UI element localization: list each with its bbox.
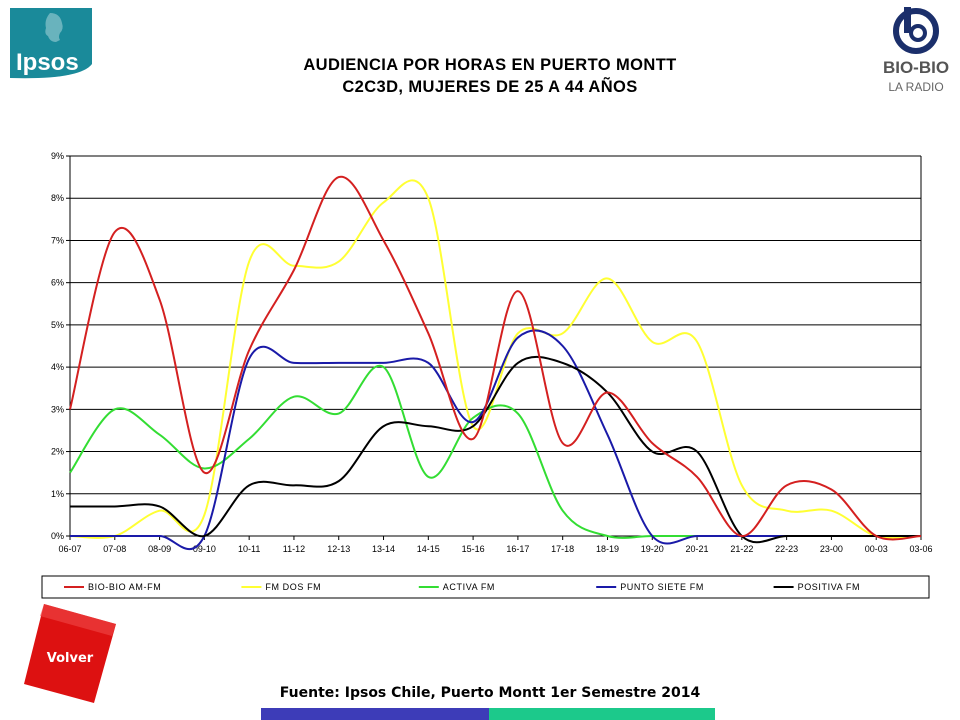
title-line-2: C2C3D, MUJERES DE 25 A 44 AÑOS: [342, 78, 638, 96]
x-tick-label: 19-20: [641, 544, 664, 554]
legend-box: [41, 575, 930, 599]
y-tick-label: 5%: [51, 320, 64, 330]
footer-bar-green: [489, 708, 715, 720]
x-tick-label: 12-13: [327, 544, 350, 554]
series-line-bio-bio-am-fm: [69, 175, 922, 541]
y-tick-label: 2%: [51, 447, 64, 457]
chart-area: 0% 1% 2% 3% 4% 5% 6% 7% 8% 9% 06-07 07-08 08-09 09-10…: [20, 140, 940, 600]
x-tick-label: 17-18: [551, 544, 574, 554]
x-tick-label: 14-15: [417, 544, 440, 554]
x-tick-label: 16-17: [506, 544, 529, 554]
biobio-logo: BIO-BIO LA RADIO: [883, 7, 949, 94]
series-line-positiva-fm: [69, 355, 921, 544]
y-tick-label: 8%: [51, 193, 64, 203]
series-line-punto-siete-fm: [69, 329, 921, 551]
title-line-1: AUDIENCIA POR HORAS EN PUERTO MONTT: [303, 56, 677, 74]
x-tick-label: 07-08: [103, 544, 126, 554]
y-tick-label: 1%: [51, 489, 64, 499]
biobio-logo-sub: LA RADIO: [888, 80, 943, 94]
x-tick-label: 13-14: [372, 544, 395, 554]
x-tick-label: 09-10: [193, 544, 216, 554]
volver-label: Volver: [47, 651, 94, 666]
x-tick-label: 03-06: [909, 544, 932, 554]
legend-label: ACTIVA FM: [443, 582, 495, 592]
ipsos-logo-text: Ipsos: [16, 49, 79, 76]
x-tick-label: 10-11: [238, 544, 260, 554]
legend-label: BIO-BIO AM-FM: [88, 582, 161, 592]
biobio-logo-text: BIO-BIO: [883, 58, 949, 77]
y-tick-label: 9%: [51, 151, 64, 161]
y-tick-label: 7%: [51, 235, 64, 245]
x-tick-label: 08-09: [148, 544, 171, 554]
x-tick-label: 11-12: [283, 544, 305, 554]
x-tick-label: 21-22: [730, 544, 753, 554]
line-chart: 0% 1% 2% 3% 4% 5% 6% 7% 8% 9% 06-07 07-08 08-09 09-10…: [41, 151, 933, 599]
x-tick-label: 00-03: [865, 544, 888, 554]
source-note: Fuente: Ipsos Chile, Puerto Montt 1er Se…: [279, 685, 701, 701]
y-tick-label: 6%: [51, 278, 64, 288]
y-tick-label: 3%: [51, 404, 64, 414]
x-tick-label: 18-19: [596, 544, 619, 554]
x-tick-label: 20-21: [686, 544, 709, 554]
legend-label: POSITIVA FM: [798, 582, 860, 592]
volver-button[interactable]: Volver: [22, 600, 117, 705]
legend-label: PUNTO SIETE FM: [620, 582, 704, 592]
y-tick-label: 0%: [51, 531, 64, 541]
y-tick-label: 4%: [51, 362, 64, 372]
footer-bar-blue: [261, 708, 489, 720]
x-tick-label: 22-23: [775, 544, 798, 554]
x-tick-label: 15-16: [462, 544, 485, 554]
x-tick-label: 06-07: [58, 544, 81, 554]
chart-title: AUDIENCIA POR HORAS EN PUERTO MONTT C2C3…: [170, 54, 810, 98]
x-tick-label: 23-00: [820, 544, 843, 554]
ipsos-logo: Ipsos: [10, 8, 92, 79]
legend-label: FM DOS FM: [265, 582, 321, 592]
